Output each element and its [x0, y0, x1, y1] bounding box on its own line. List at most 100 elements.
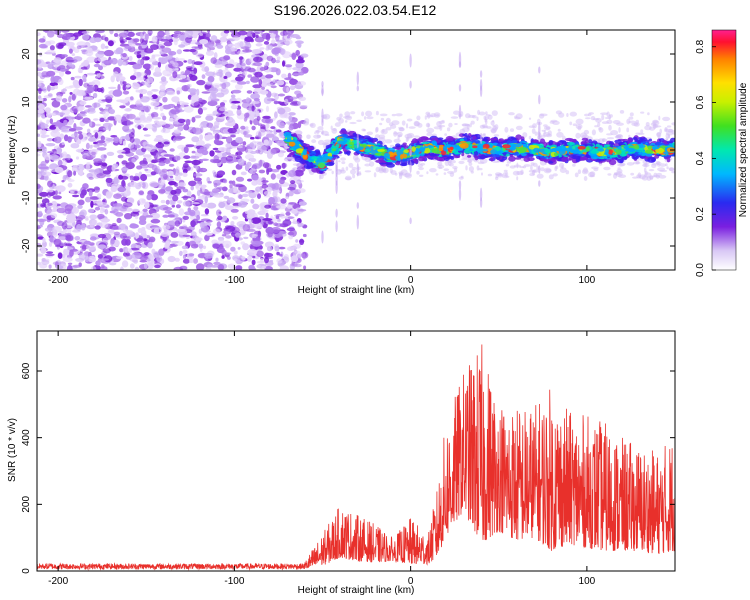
- faint-speckle: [559, 167, 567, 174]
- noise-speckle: [135, 43, 141, 46]
- faint-speckle: [318, 174, 322, 180]
- noise-speckle: [131, 158, 136, 163]
- noise-speckle: [226, 197, 236, 204]
- noise-speckle: [296, 58, 305, 64]
- noise-speckle: [177, 118, 186, 123]
- noise-speckle: [243, 117, 248, 122]
- noise-speckle: [229, 30, 238, 34]
- noise-speckle: [122, 125, 130, 132]
- noise-speckle: [205, 71, 216, 77]
- noise-speckle: [207, 75, 215, 83]
- noise-speckle: [199, 33, 203, 36]
- noise-speckle: [142, 63, 152, 70]
- noise-speckle: [287, 246, 295, 251]
- faint-speckle: [397, 135, 400, 140]
- noise-speckle: [152, 116, 162, 120]
- noise-speckle: [263, 96, 272, 105]
- faint-speckle: [449, 172, 455, 178]
- faint-speckle: [334, 122, 341, 127]
- noise-speckle: [254, 36, 265, 43]
- noise-speckle: [64, 204, 74, 212]
- noise-speckle: [74, 75, 82, 79]
- noise-speckle: [275, 129, 282, 133]
- noise-speckle: [182, 200, 191, 207]
- noise-speckle: [233, 250, 238, 255]
- noise-speckle: [77, 114, 87, 117]
- noise-speckle: [64, 86, 73, 89]
- faint-speckle: [363, 116, 367, 120]
- noise-speckle: [159, 105, 164, 112]
- noise-speckle: [132, 82, 141, 90]
- noise-speckle: [102, 170, 111, 175]
- signal-blob: [445, 135, 454, 142]
- noise-speckle: [221, 82, 227, 90]
- noise-speckle: [117, 84, 121, 92]
- noise-speckle: [177, 58, 186, 61]
- noise-speckle: [212, 243, 220, 249]
- noise-speckle: [281, 256, 290, 264]
- noise-speckle: [240, 241, 246, 245]
- noise-speckle: [93, 129, 99, 134]
- noise-speckle: [178, 44, 186, 48]
- faint-speckle: [566, 113, 569, 117]
- noise-speckle: [64, 232, 72, 236]
- faint-speckle: [344, 120, 348, 123]
- signal-blob: [548, 140, 554, 145]
- noise-speckle: [292, 218, 296, 224]
- noise-speckle: [42, 74, 51, 78]
- noise-speckle: [170, 108, 180, 115]
- faint-speckle: [619, 110, 625, 114]
- noise-speckle: [88, 137, 96, 142]
- faint-speckle: [484, 118, 487, 123]
- noise-speckle: [87, 128, 91, 134]
- noise-speckle: [162, 104, 172, 110]
- noise-speckle: [233, 67, 242, 72]
- faint-speckle: [541, 134, 546, 138]
- noise-speckle: [238, 194, 243, 199]
- faint-speckle: [384, 139, 393, 144]
- noise-speckle: [111, 256, 116, 260]
- noise-speckle: [295, 239, 299, 243]
- noise-speckle: [120, 167, 129, 171]
- noise-speckle: [189, 258, 194, 264]
- noise-speckle: [163, 154, 173, 157]
- noise-speckle: [169, 148, 175, 152]
- noise-speckle: [247, 248, 258, 256]
- noise-speckle: [191, 136, 200, 143]
- noise-speckle: [119, 137, 123, 145]
- noise-speckle: [40, 203, 46, 208]
- noise-speckle: [177, 228, 188, 235]
- faint-speckle: [373, 172, 377, 178]
- noise-speckle: [181, 245, 188, 250]
- noise-speckle: [37, 218, 47, 222]
- noise-speckle: [109, 262, 117, 266]
- faint-speckle: [662, 116, 671, 122]
- noise-speckle: [136, 71, 142, 77]
- noise-speckle: [151, 94, 158, 99]
- noise-speckle: [90, 266, 97, 270]
- noise-speckle: [100, 206, 105, 211]
- noise-speckle: [195, 183, 200, 189]
- faint-speckle: [516, 176, 519, 181]
- faint-speckle: [340, 157, 346, 161]
- noise-speckle: [181, 196, 192, 199]
- noise-speckle: [47, 180, 54, 188]
- noise-speckle: [102, 122, 113, 128]
- faint-speckle: [321, 142, 329, 146]
- noise-speckle: [265, 212, 269, 219]
- faint-speckle: [657, 167, 666, 172]
- signal-blob: [394, 161, 401, 166]
- noise-speckle: [37, 253, 44, 257]
- noise-speckle: [169, 175, 174, 179]
- noise-speckle: [196, 214, 201, 221]
- noise-speckle: [42, 237, 46, 243]
- noise-speckle: [114, 33, 119, 37]
- noise-speckle: [300, 53, 309, 58]
- noise-speckle: [116, 76, 126, 82]
- noise-speckle: [195, 263, 205, 270]
- noise-speckle: [150, 44, 159, 50]
- noise-speckle: [158, 248, 165, 256]
- noise-speckle: [226, 121, 236, 127]
- signal-blob: [402, 142, 407, 146]
- noise-speckle: [163, 41, 173, 47]
